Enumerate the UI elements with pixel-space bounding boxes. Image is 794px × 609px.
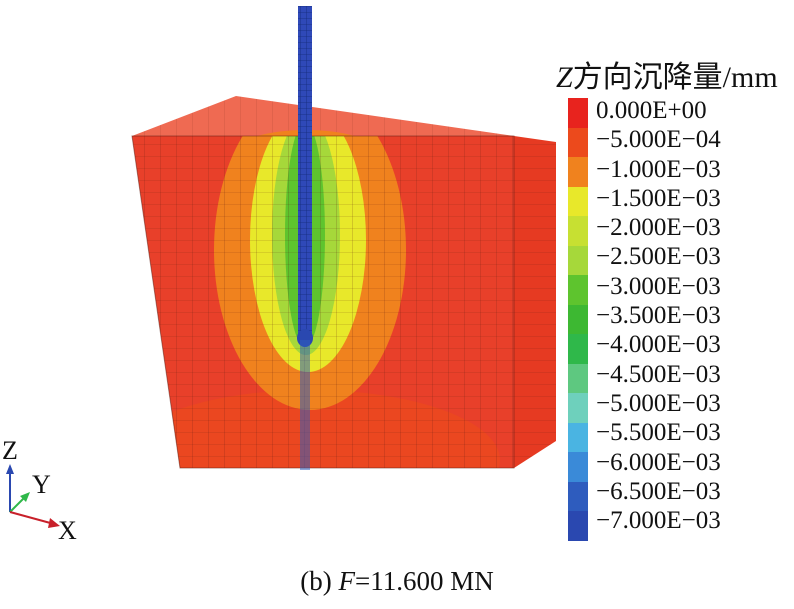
legend-swatch	[568, 304, 588, 335]
model-front-face	[132, 136, 514, 468]
legend-swatch	[568, 511, 588, 541]
legend-swatch	[568, 157, 588, 187]
axis-label-x: X	[58, 516, 77, 545]
legend-label: −7.000E−03	[596, 507, 721, 535]
axis-triad	[6, 464, 60, 528]
legend-swatch	[568, 186, 588, 217]
legend-label: −3.500E−03	[596, 302, 721, 330]
legend-swatch	[568, 245, 588, 276]
legend-label: −4.500E−03	[596, 360, 721, 388]
legend-label: −1.000E−03	[596, 155, 721, 183]
legend-label: −6.000E−03	[596, 448, 721, 476]
legend-swatch	[568, 481, 588, 512]
legend-label: 0.000E+00	[596, 97, 707, 124]
axis-label-y: Y	[32, 470, 51, 499]
legend-swatch	[568, 363, 588, 394]
legend-label: −3.000E−03	[596, 272, 721, 300]
legend-swatch	[568, 275, 588, 305]
legend-swatch	[568, 216, 588, 246]
axis-label-z: Z	[2, 436, 18, 465]
legend-swatch	[568, 127, 588, 158]
legend-color-bar	[568, 98, 588, 541]
legend-title: Z方向沉降量/mm	[556, 61, 778, 94]
legend-swatch	[568, 393, 588, 423]
legend-label: −6.500E−03	[596, 477, 721, 505]
pile-shaft	[298, 6, 312, 336]
legend-label: −1.500E−03	[596, 184, 721, 212]
legend-swatch	[568, 334, 588, 364]
legend-label: −2.500E−03	[596, 243, 721, 271]
legend-label: −5.000E−03	[596, 389, 721, 417]
legend-label: −4.000E−03	[596, 331, 721, 359]
legend-label: −5.500E−03	[596, 419, 721, 447]
legend-swatch	[568, 422, 588, 453]
legend-label: −5.000E−04	[596, 126, 721, 154]
legend-labels: 0.000E+00 −5.000E−04 −1.000E−03 −1.500E−03−…	[596, 96, 721, 535]
legend-swatch	[568, 452, 588, 482]
figure-caption: (b) F=11.600 MN	[300, 566, 494, 596]
legend-swatch	[568, 98, 588, 128]
legend-label: −2.000E−03	[596, 214, 721, 242]
